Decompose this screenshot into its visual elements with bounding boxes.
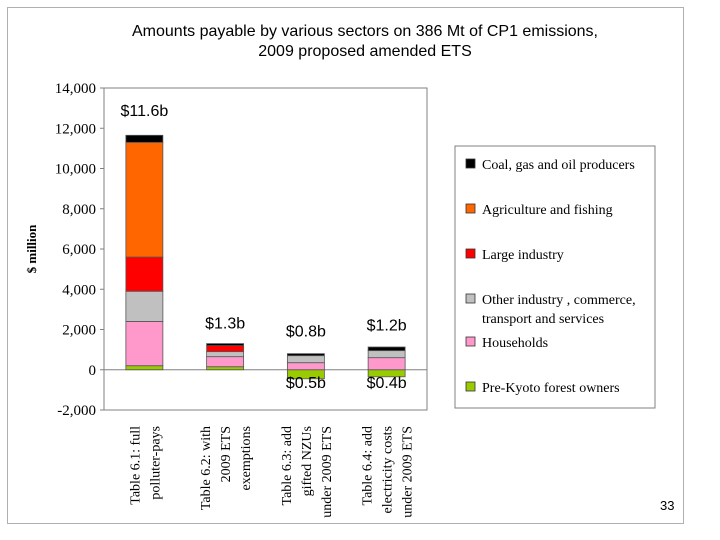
y-tick-label: 4,000 <box>62 282 96 298</box>
bar-total-label: $0.4b <box>367 375 407 392</box>
legend-swatch <box>465 158 476 169</box>
bar-segment-coal-gas-and-oil-producers <box>286 353 325 357</box>
y-tick-label: -2,000 <box>57 403 96 419</box>
bar-segment-coal-gas-and-oil-producers <box>367 346 406 352</box>
x-category-label: exemptions <box>239 426 254 491</box>
legend-label: Coal, gas and oil producers <box>482 158 635 173</box>
legend-swatch <box>465 203 476 214</box>
x-category-label: under 2009 ETS <box>320 426 335 518</box>
bar-segment-agriculture-and-fishing <box>125 141 164 258</box>
chart-title-line1: Amounts payable by various sectors on 38… <box>132 23 598 40</box>
chart-title: Amounts payable by various sectors on 38… <box>20 22 710 62</box>
legend-swatch <box>465 381 476 392</box>
x-category-label: 2009 ETS <box>219 426 234 482</box>
x-category-label: under 2009 ETS <box>401 426 416 518</box>
bar-total-label: $11.6b <box>121 103 169 120</box>
y-tick-label: 8,000 <box>62 202 96 218</box>
bar-segment-households <box>367 357 406 371</box>
bar-segment-other-industry-commerce-transport-and-services <box>286 355 325 364</box>
y-tick-label: 14,000 <box>55 81 96 97</box>
x-category-label: Table 6.4: add <box>361 426 376 506</box>
x-category-label: Table 6.3: add <box>280 426 295 506</box>
bar-segment-large-industry <box>206 345 245 353</box>
legend-label: Agriculture and fishing <box>482 203 613 218</box>
bar-segment-large-industry <box>125 256 164 292</box>
x-category-label: gifted NZUs <box>300 426 315 496</box>
y-tick-label: 10,000 <box>55 162 96 178</box>
y-tick-label: 6,000 <box>62 242 96 258</box>
legend-label: transport and services <box>482 312 604 327</box>
x-category-label: polluter-pays <box>148 426 163 500</box>
bar-segment-pre-kyoto-forest-owners <box>125 365 164 371</box>
legend-label: Pre-Kyoto forest owners <box>482 381 620 396</box>
bar-segment-other-industry-commerce-transport-and-services <box>367 350 406 359</box>
legend-label: Households <box>482 336 548 351</box>
bar-segment-households <box>206 356 245 368</box>
bar-total-label: $1.3b <box>205 315 245 332</box>
legend-box <box>454 145 656 409</box>
y-tick-label: 0 <box>89 363 97 379</box>
y-tick-label: 2,000 <box>62 323 96 339</box>
chart-title-line2: 2009 proposed amended ETS <box>258 43 472 60</box>
legend-label: Large industry <box>482 248 564 263</box>
bar-segment-other-industry-commerce-transport-and-services <box>206 351 245 358</box>
bar-segment-coal-gas-and-oil-producers <box>125 134 164 143</box>
page-number: 33 <box>660 498 675 513</box>
legend-swatch <box>465 293 476 304</box>
x-category-label: Table 6.2: with <box>199 426 214 510</box>
bar-total-label: $0.5b <box>286 375 326 392</box>
x-category-label: electricity costs <box>381 426 396 513</box>
x-category-label: Table 6.1: full <box>128 426 143 505</box>
bar-total-label: $0.8b <box>286 324 326 341</box>
legend-label: Other industry , commerce, <box>482 293 636 308</box>
bar-segment-households <box>125 321 164 367</box>
bar-segment-households <box>286 362 325 371</box>
y-axis-label: $ million <box>24 224 39 274</box>
legend-swatch <box>465 248 476 259</box>
y-tick-label: 12,000 <box>55 121 96 137</box>
bar-segment-pre-kyoto-forest-owners <box>206 366 245 371</box>
bar-segment-coal-gas-and-oil-producers <box>206 343 245 346</box>
legend-swatch <box>465 336 476 347</box>
bar-segment-other-industry-commerce-transport-and-services <box>125 290 164 322</box>
bar-total-label: $1.2b <box>367 318 407 335</box>
